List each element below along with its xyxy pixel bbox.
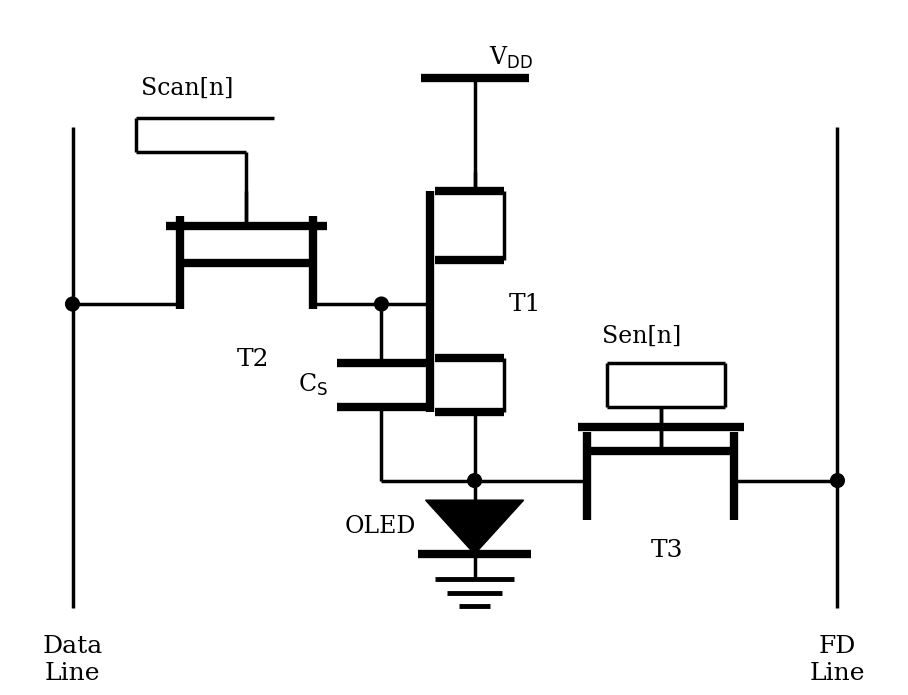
Circle shape [375, 297, 389, 311]
Text: Scan[n]: Scan[n] [141, 77, 233, 100]
Text: Sen[n]: Sen[n] [602, 325, 681, 348]
Circle shape [65, 297, 79, 311]
Circle shape [831, 474, 844, 487]
Polygon shape [426, 500, 524, 554]
Circle shape [468, 474, 481, 487]
Text: T2: T2 [236, 348, 269, 371]
Text: FD
Line: FD Line [810, 635, 865, 685]
Text: V$_\mathsf{DD}$: V$_\mathsf{DD}$ [489, 44, 533, 71]
Text: T3: T3 [651, 539, 684, 562]
Text: T1: T1 [508, 293, 541, 316]
Text: C$_\mathsf{S}$: C$_\mathsf{S}$ [298, 371, 328, 398]
Text: Data
Line: Data Line [43, 635, 103, 685]
Text: OLED: OLED [344, 515, 416, 538]
